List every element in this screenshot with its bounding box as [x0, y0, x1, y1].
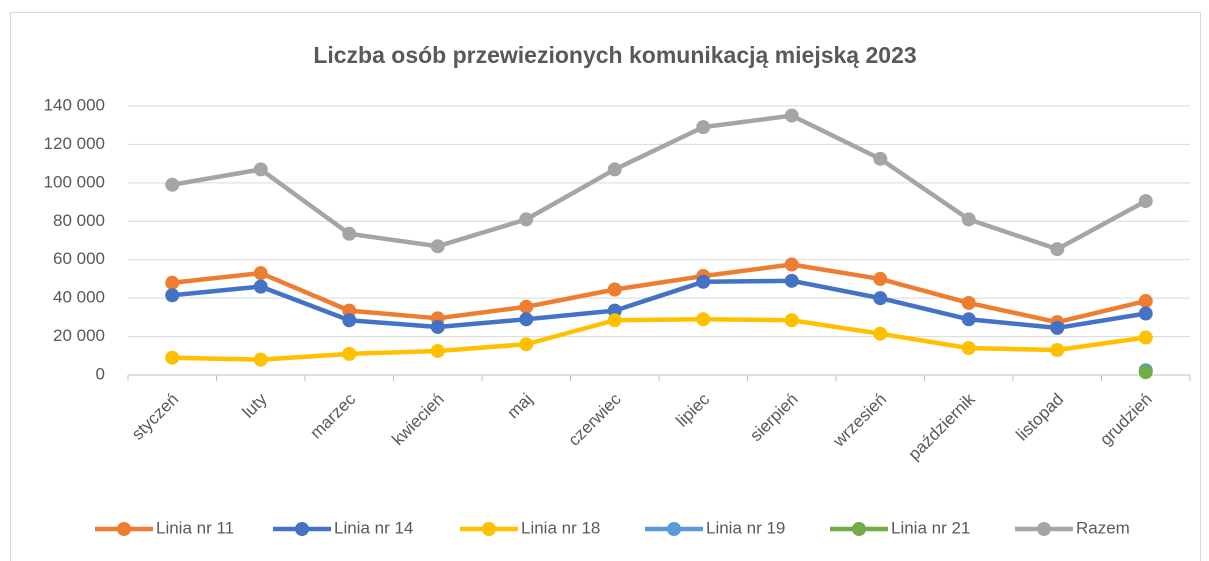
legend-marker: [295, 522, 309, 536]
y-tick-label: 0: [96, 364, 105, 383]
y-tick-label: 120 000: [44, 134, 105, 153]
data-point: [961, 295, 976, 310]
data-point: [253, 279, 268, 294]
data-point: [1050, 320, 1065, 335]
legend-marker: [482, 522, 496, 536]
data-point: [784, 313, 799, 328]
data-point: [519, 299, 534, 314]
data-point: [519, 312, 534, 327]
data-point: [253, 266, 268, 281]
data-point: [1050, 343, 1065, 358]
legend-label: Linia nr 11: [156, 518, 234, 537]
chart-title: Liczba osób przewiezionych komunikacją m…: [313, 42, 916, 68]
data-point: [961, 212, 976, 227]
data-point: [1138, 365, 1153, 380]
data-point: [961, 312, 976, 327]
legend-label: Razem: [1076, 518, 1130, 537]
y-tick-label: 60 000: [53, 249, 105, 268]
data-point: [607, 162, 622, 177]
data-point: [873, 291, 888, 306]
chart-frame: [10, 12, 1201, 561]
data-point: [873, 326, 888, 341]
data-point: [1138, 330, 1153, 345]
legend-marker: [852, 522, 866, 536]
y-tick-label: 40 000: [53, 288, 105, 307]
data-point: [696, 274, 711, 289]
data-point: [342, 303, 357, 318]
data-point: [165, 288, 180, 303]
data-point: [165, 275, 180, 290]
data-point: [1138, 306, 1153, 321]
data-point: [873, 151, 888, 166]
y-tick-label: 20 000: [53, 326, 105, 345]
data-point: [430, 319, 445, 334]
data-point: [961, 341, 976, 356]
data-point: [607, 313, 622, 328]
data-point: [165, 177, 180, 192]
data-point: [519, 212, 534, 227]
data-point: [1138, 294, 1153, 309]
data-point: [165, 350, 180, 365]
y-tick-label: 80 000: [53, 211, 105, 230]
data-point: [784, 273, 799, 288]
series-line: [172, 278, 1147, 331]
data-point: [519, 337, 534, 352]
legend-marker: [667, 522, 681, 536]
data-point: [253, 162, 268, 177]
data-point: [1138, 194, 1153, 209]
data-point: [696, 120, 711, 135]
data-point: [873, 271, 888, 286]
data-point: [342, 313, 357, 328]
data-point: [430, 239, 445, 254]
data-point: [784, 257, 799, 272]
legend-label: Linia nr 18: [521, 518, 600, 537]
y-tick-label: 100 000: [44, 172, 105, 191]
legend-marker: [117, 522, 131, 536]
data-point: [607, 282, 622, 297]
series-line: [172, 262, 1147, 325]
data-point: [253, 352, 268, 367]
data-point: [607, 303, 622, 318]
data-point: [342, 346, 357, 361]
legend-label: Linia nr 19: [706, 518, 785, 537]
data-point: [696, 312, 711, 327]
legend-label: Linia nr 14: [334, 518, 413, 537]
data-point: [1050, 242, 1065, 257]
data-point: [342, 226, 357, 241]
legend-label: Linia nr 21: [891, 518, 970, 537]
series-line: [171, 113, 1147, 252]
data-point: [784, 108, 799, 123]
series-line: [172, 317, 1147, 362]
legend-marker: [1037, 522, 1051, 536]
data-point: [430, 343, 445, 358]
y-tick-label: 140 000: [44, 95, 105, 114]
